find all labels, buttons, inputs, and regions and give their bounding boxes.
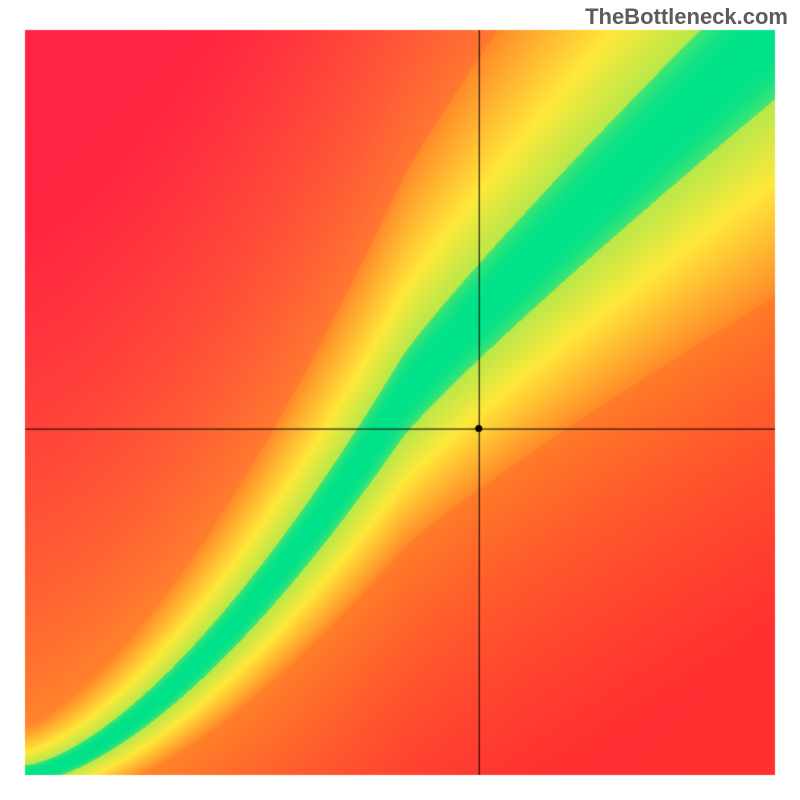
chart-container: TheBottleneck.com [0,0,800,800]
watermark-text: TheBottleneck.com [585,4,788,30]
heatmap-canvas [0,0,800,800]
